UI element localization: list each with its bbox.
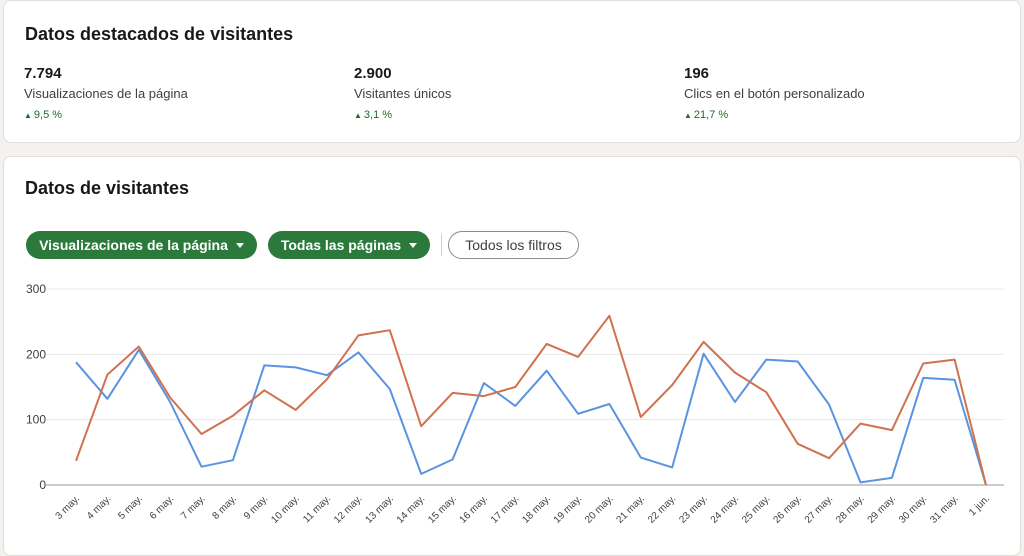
visitors-line-chart: 0 100 200 300 3 may. 4 may. 5 may. 6 may. 7 may.… bbox=[26, 282, 1004, 526]
visitor-highlights-card: Datos destacados de visitantes 7.794 Vis… bbox=[3, 0, 1021, 143]
triangle-up-icon: ▲ bbox=[354, 110, 362, 120]
metric-value: 7.794 bbox=[24, 65, 62, 82]
metric-label: Visitantes únicos bbox=[354, 86, 452, 101]
x-tick-label: 26 may. bbox=[771, 493, 803, 525]
x-tick-label: 23 may. bbox=[677, 493, 709, 525]
x-tick-label: 12 may. bbox=[332, 493, 364, 525]
all-filters-button[interactable]: Todos los filtros bbox=[448, 231, 579, 259]
y-tick-label: 0 bbox=[39, 478, 46, 492]
metric-dropdown-label: Visualizaciones de la página bbox=[39, 237, 228, 253]
highlights-title: Datos destacados de visitantes bbox=[25, 24, 294, 44]
x-tick-label: 22 may. bbox=[646, 493, 678, 525]
metric-unique-visitors: 2.900 Visitantes únicos ▲ 3,1 % bbox=[354, 65, 451, 121]
x-tick-label: 17 may. bbox=[489, 493, 521, 525]
metric-change: ▲ 21,7 % bbox=[684, 109, 865, 121]
x-tick-label: 13 may. bbox=[363, 493, 395, 525]
x-tick-label: 11 may. bbox=[301, 493, 333, 525]
y-tick-label: 300 bbox=[26, 282, 46, 296]
x-tick-label: 9 may. bbox=[242, 493, 270, 521]
x-tick-label: 8 may. bbox=[211, 493, 239, 521]
metric-custom-button-clicks: 196 Clics en el botón personalizado ▲ 21… bbox=[684, 65, 865, 121]
x-tick-label: 30 may. bbox=[897, 493, 929, 525]
metric-change: ▲ 9,5 % bbox=[24, 109, 188, 121]
x-tick-label: 31 may. bbox=[928, 493, 960, 525]
x-tick-label: 25 may. bbox=[740, 493, 772, 525]
y-tick-label: 100 bbox=[26, 413, 46, 427]
metric-page-views: 7.794 Visualizaciones de la página ▲ 9,5… bbox=[24, 65, 188, 121]
x-tick-label: 29 may. bbox=[866, 493, 898, 525]
x-tick-label: 27 may. bbox=[803, 493, 835, 525]
x-tick-label: 21 may. bbox=[615, 493, 647, 525]
x-tick-label: 7 may. bbox=[179, 493, 207, 521]
x-tick-label: 6 may. bbox=[148, 493, 176, 521]
x-tick-label: 19 may. bbox=[552, 493, 584, 525]
series-line-orange bbox=[75, 314, 987, 486]
x-tick-label: 28 may. bbox=[834, 493, 866, 525]
visitor-data-card: Datos de visitantes Visualizaciones de l… bbox=[3, 156, 1021, 556]
triangle-up-icon: ▲ bbox=[24, 110, 32, 120]
pages-dropdown-button[interactable]: Todas las páginas bbox=[268, 231, 430, 259]
pages-dropdown-label: Todas las páginas bbox=[280, 237, 402, 253]
metric-label: Visualizaciones de la página bbox=[24, 86, 188, 101]
metric-change-value: 21,7 % bbox=[693, 109, 729, 121]
all-filters-label: Todos los filtros bbox=[465, 237, 562, 253]
x-tick-label: 5 may. bbox=[116, 493, 144, 521]
metric-value: 196 bbox=[684, 65, 710, 82]
x-tick-label: 18 may. bbox=[520, 493, 552, 525]
metric-label: Clics en el botón personalizado bbox=[684, 86, 865, 101]
metric-dropdown-button[interactable]: Visualizaciones de la página bbox=[26, 231, 257, 259]
x-tick-label: 16 may. bbox=[458, 493, 490, 525]
metric-change: ▲ 3,1 % bbox=[354, 109, 451, 121]
x-tick-label: 24 may. bbox=[709, 493, 741, 525]
x-tick-label: 14 may. bbox=[395, 493, 427, 525]
x-tick-label: 20 may. bbox=[583, 493, 615, 525]
triangle-up-icon: ▲ bbox=[684, 110, 692, 120]
series-line-blue bbox=[75, 348, 987, 486]
x-tick-label: 15 may. bbox=[426, 493, 458, 525]
x-tick-label: 3 may. bbox=[54, 493, 82, 521]
metric-change-value: 9,5 % bbox=[33, 109, 63, 121]
x-tick-label: 10 may. bbox=[269, 493, 301, 525]
metric-value: 2.900 bbox=[354, 65, 392, 82]
filter-divider bbox=[441, 234, 442, 256]
chevron-down-icon bbox=[409, 243, 418, 248]
x-tick-label: 4 may. bbox=[85, 493, 113, 521]
chevron-down-icon bbox=[235, 243, 244, 248]
x-tick-label: 1 jun. bbox=[967, 493, 992, 518]
metric-change-value: 3,1 % bbox=[363, 109, 393, 121]
visitors-title: Datos de visitantes bbox=[25, 178, 190, 198]
y-tick-label: 200 bbox=[26, 347, 46, 361]
